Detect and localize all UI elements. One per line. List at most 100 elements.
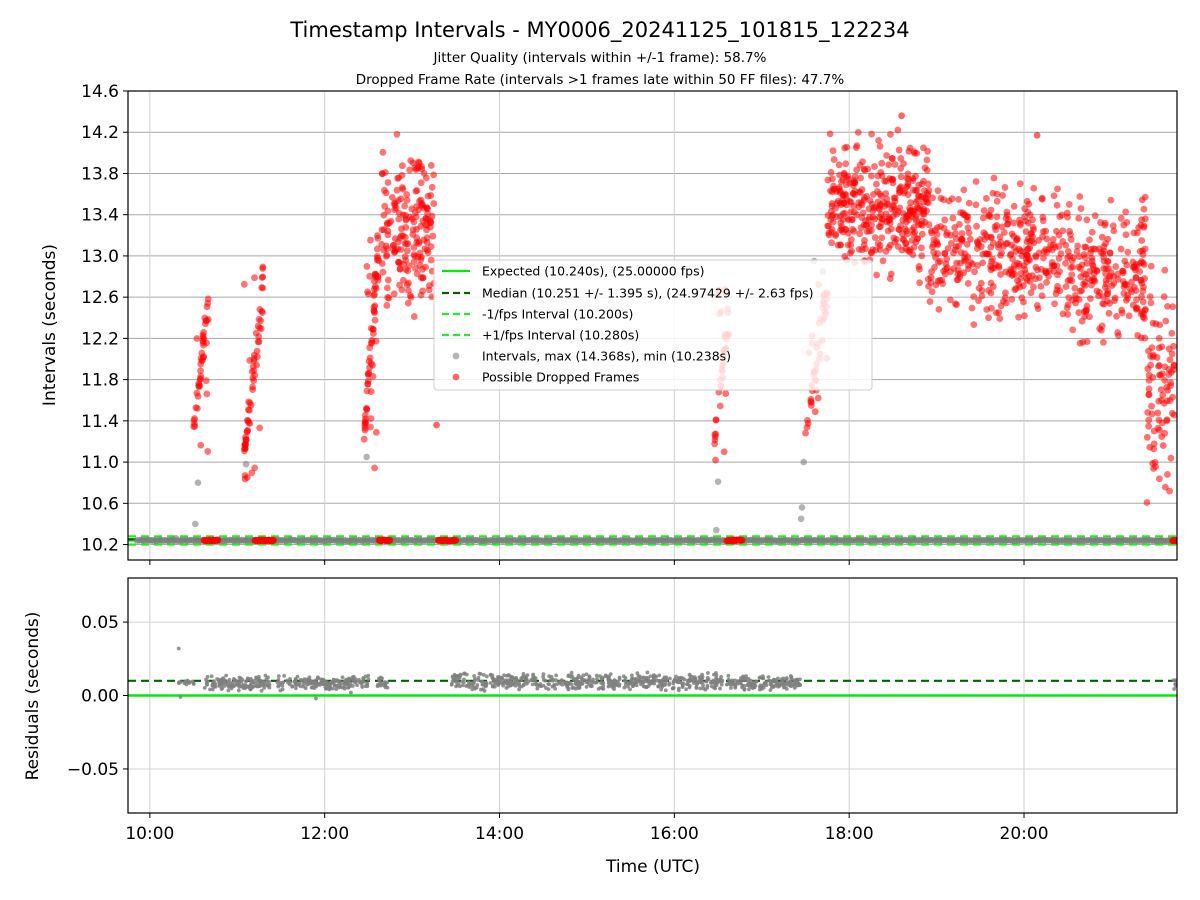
dropped-frame-point xyxy=(391,206,399,214)
dropped-frame-point xyxy=(865,205,873,213)
residual-point xyxy=(305,682,310,687)
residual-point xyxy=(266,675,270,680)
dropped-frame-point xyxy=(1166,487,1173,495)
dropped-frame-point xyxy=(410,313,418,320)
residual-point xyxy=(671,685,676,690)
residuals-y-axis-label: Residuals (seconds) xyxy=(23,612,43,781)
residual-point xyxy=(488,681,493,685)
interval-point xyxy=(798,504,806,511)
residual-point xyxy=(531,672,535,677)
residual-point xyxy=(256,684,261,689)
x-tick-label: 20:00 xyxy=(1000,824,1049,844)
dropped-frame-point xyxy=(1035,236,1043,244)
interval-point xyxy=(713,526,720,534)
dropped-frame-point xyxy=(926,298,934,305)
dropped-frame-point xyxy=(1013,235,1021,242)
residual-point xyxy=(514,677,519,682)
residual-point xyxy=(267,679,271,684)
dropped-frame-point xyxy=(711,436,719,444)
dropped-frame-point xyxy=(1048,259,1056,266)
dropped-frame-point xyxy=(975,297,982,305)
dropped-frame-point xyxy=(406,166,414,174)
dropped-frame-point xyxy=(1043,248,1051,256)
dropped-frame-point xyxy=(924,180,932,188)
residual-point xyxy=(293,677,298,682)
dropped-frame-point xyxy=(886,219,894,227)
dropped-frame-point xyxy=(900,210,907,217)
residual-point xyxy=(759,686,764,691)
legend-dropped-marker xyxy=(452,373,460,381)
dropped-frame-point xyxy=(1037,282,1045,290)
dropped-frame-point xyxy=(985,250,993,258)
residual-point xyxy=(478,672,483,676)
dropped-frame-point xyxy=(360,435,368,443)
dropped-frame-point xyxy=(395,258,403,266)
dropped-frame-point xyxy=(935,305,943,313)
dropped-frame-point xyxy=(367,236,374,244)
residual-point xyxy=(521,683,526,688)
dropped-frame-point xyxy=(394,238,402,246)
dropped-frame-point xyxy=(1075,263,1083,271)
residual-point xyxy=(775,681,780,686)
dropped-frame-point xyxy=(923,156,931,164)
dropped-frame-point xyxy=(1165,371,1173,378)
dropped-frame-point xyxy=(1099,250,1107,257)
dropped-frame-point xyxy=(1101,221,1109,229)
residual-point xyxy=(629,673,634,678)
dropped-frame-point xyxy=(998,223,1006,231)
residual-point xyxy=(676,686,681,691)
residual-point xyxy=(517,687,522,692)
dropped-frame-point xyxy=(881,202,889,210)
residual-point xyxy=(674,674,678,679)
dropped-frame-point xyxy=(1054,185,1061,193)
residual-point xyxy=(761,682,766,687)
dropped-frame-point xyxy=(399,276,407,284)
dropped-frame-point xyxy=(1062,283,1070,291)
dropped-frame-point xyxy=(369,325,377,333)
residual-point xyxy=(476,678,481,682)
dropped-frame-point xyxy=(1124,248,1132,256)
dropped-frame-point xyxy=(1161,376,1169,384)
residual-point xyxy=(784,677,789,682)
dropped-frame-point xyxy=(953,276,961,284)
dropped-frame-point xyxy=(248,469,256,477)
dropped-frame-point xyxy=(396,265,404,273)
residual-point xyxy=(584,672,589,677)
residual-point xyxy=(276,677,281,682)
dropped-frame-point xyxy=(414,163,422,171)
residual-point xyxy=(706,671,710,675)
residual-point xyxy=(584,685,589,689)
residual-point xyxy=(541,683,546,688)
dropped-frame-point xyxy=(1161,429,1169,437)
dropped-frame-point xyxy=(925,221,933,229)
dropped-frame-point xyxy=(847,208,855,216)
dropped-frame-point xyxy=(411,209,419,217)
dropped-frame-point xyxy=(997,251,1004,259)
chart-subtitle-jitter: Jitter Quality (intervals within +/-1 fr… xyxy=(433,50,767,66)
dropped-frame-point xyxy=(995,309,1003,316)
dropped-frame-point xyxy=(1049,236,1057,243)
dropped-frame-point xyxy=(259,265,267,272)
dropped-frame-point xyxy=(957,249,965,256)
residual-point xyxy=(213,684,218,689)
dropped-frame-point xyxy=(895,189,903,197)
dropped-frame-point xyxy=(960,186,968,194)
dropped-frame-point xyxy=(389,241,397,249)
residual-point xyxy=(766,675,771,679)
dropped-frame-point xyxy=(1000,229,1008,236)
residual-point xyxy=(332,683,337,688)
intervals-y-tick-label: 11.0 xyxy=(81,453,119,473)
dropped-frame-point xyxy=(396,281,403,289)
residual-point xyxy=(340,675,345,680)
dropped-frame-point xyxy=(1017,275,1025,282)
dropped-frame-point xyxy=(1080,280,1087,288)
dropped-frame-point xyxy=(913,186,921,194)
dropped-frame-point xyxy=(203,317,211,325)
dropped-frame-point xyxy=(839,176,847,184)
dropped-frame-point xyxy=(401,202,409,210)
dropped-frame-point xyxy=(891,161,899,168)
dropped-frame-point xyxy=(197,367,204,375)
dropped-frame-point xyxy=(429,232,437,240)
residual-point xyxy=(451,675,455,680)
residual-point xyxy=(553,686,558,691)
